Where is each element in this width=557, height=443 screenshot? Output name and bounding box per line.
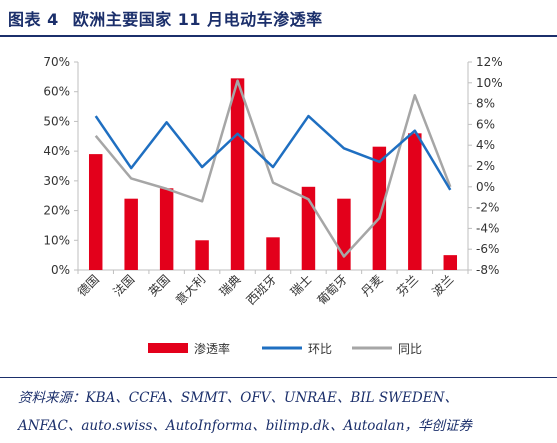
bar-penetration — [195, 240, 209, 270]
y-left-tick-label: 70% — [43, 55, 70, 69]
y-left-tick-label: 40% — [43, 144, 70, 158]
y-left-tick-label: 20% — [43, 204, 70, 218]
x-tick-label: 芬兰 — [394, 272, 421, 299]
y-right-tick-label: -2% — [476, 201, 499, 215]
y-left-tick-label: 50% — [43, 114, 70, 128]
bar-penetration — [230, 78, 245, 270]
source-line-1: 资料来源：KBA、CCFA、SMMT、OFV、UNRAE、BIL SWEDEN、 — [18, 390, 458, 406]
bar-penetration — [337, 198, 351, 270]
x-tick-label: 德国 — [74, 272, 102, 300]
legend-label: 渗透率 — [194, 341, 230, 356]
x-tick-label: 葡萄牙 — [315, 272, 350, 307]
y-left-tick-label: 0% — [51, 263, 70, 277]
x-tick-label: 英国 — [146, 272, 173, 299]
x-tick-label: 法国 — [110, 272, 137, 299]
y-left-tick-label: 60% — [43, 85, 70, 99]
bar-penetration — [408, 133, 422, 270]
bar-penetration — [301, 186, 316, 270]
bar-penetration — [88, 154, 103, 270]
bar-penetration — [266, 237, 280, 270]
y-right-tick-label: -8% — [476, 263, 499, 277]
y-left-tick-label: 30% — [43, 174, 70, 188]
x-tick-label: 瑞典 — [217, 272, 244, 299]
y-right-tick-label: 6% — [476, 117, 495, 131]
bar-penetration — [443, 255, 458, 270]
source-rule — [0, 377, 557, 378]
y-right-tick-label: 10% — [476, 76, 503, 90]
y-right-tick-label: -4% — [476, 221, 499, 235]
y-right-tick-label: -6% — [476, 242, 499, 256]
legend-swatch-bar — [148, 343, 188, 353]
x-tick-label: 西班牙 — [244, 272, 279, 307]
figure-label: 图表 4 — [8, 10, 59, 29]
legend-label: 同比 — [398, 342, 422, 356]
y-right-tick-label: 8% — [476, 97, 495, 111]
y-right-tick-label: 2% — [476, 159, 495, 173]
source-line-2: ANFAC、auto.swiss、AutoInforma、bilimp.dk、A… — [18, 418, 473, 434]
y-right-tick-label: 0% — [476, 180, 495, 194]
line-yoy — [94, 79, 452, 258]
bar-penetration — [124, 198, 138, 270]
x-tick-label: 丹麦 — [359, 272, 386, 299]
bar-penetration — [159, 188, 174, 270]
title-rule — [0, 35, 557, 37]
y-left-tick-label: 10% — [43, 233, 70, 247]
y-right-tick-label: 4% — [476, 138, 495, 152]
figure-title: 图表 4 欧洲主要国家 11 月电动车渗透率 — [8, 6, 337, 30]
y-right-tick-label: 12% — [476, 55, 503, 69]
ev-penetration-chart: 0% 10% 20% 30% 40% 50% 60% 70% -8% -6% -4% -2% 0% 2% 4… — [43, 55, 503, 356]
figure-title-text: 欧洲主要国家 11 月电动车渗透率 — [72, 10, 323, 29]
x-tick-label: 瑞士 — [288, 272, 315, 299]
legend-label: 环比 — [308, 342, 332, 356]
line-mom — [94, 114, 452, 191]
bar-penetration — [372, 146, 387, 270]
x-tick-label: 意大利 — [172, 272, 208, 308]
x-tick-label: 波兰 — [430, 272, 457, 299]
